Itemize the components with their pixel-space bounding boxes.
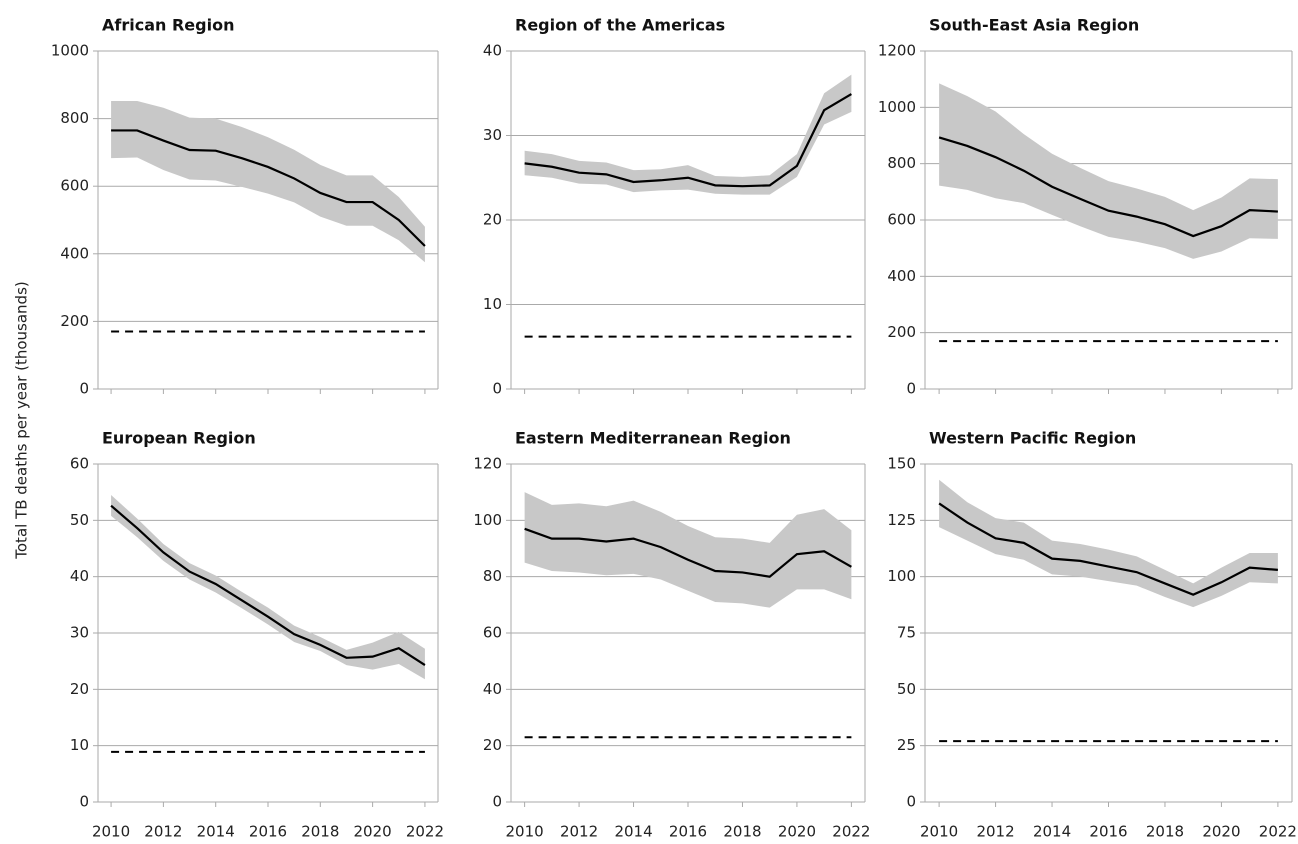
x-tick-label: 2016: [249, 823, 287, 841]
y-tick-label: 120: [473, 455, 502, 473]
uncertainty-band: [524, 492, 852, 608]
y-tick-label: 400: [60, 244, 89, 262]
y-axis-label: Total TB deaths per year (thousands): [13, 281, 31, 559]
estimate-line: [938, 136, 1278, 238]
y-tick-label: 60: [70, 455, 89, 473]
x-tick-label: 2010: [506, 823, 544, 841]
y-tick-label: 1000: [51, 42, 89, 60]
y-tick-label: 100: [887, 567, 916, 585]
x-tick-label: 2020: [778, 823, 816, 841]
x-tick-label: 2010: [92, 823, 130, 841]
y-tick-label: 0: [79, 380, 89, 398]
y-tick-label: 20: [70, 680, 89, 698]
uncertainty-band: [111, 101, 425, 263]
y-tick-label: 40: [70, 567, 89, 585]
y-tick-label: 200: [887, 323, 916, 341]
panel-title: South-East Asia Region: [929, 16, 1139, 35]
uncertainty-band: [939, 479, 1278, 608]
x-tick-label: 2016: [1089, 823, 1127, 841]
y-tick-label: 50: [897, 680, 916, 698]
y-tick-label: 600: [887, 211, 916, 229]
x-tick-label: 2020: [354, 823, 392, 841]
panel-title: African Region: [102, 16, 234, 35]
x-tick-label: 2022: [832, 823, 870, 841]
x-tick-label: 2012: [144, 823, 182, 841]
y-tick-label: 20: [483, 736, 502, 754]
panel-title: Region of the Americas: [515, 16, 725, 35]
y-tick-label: 0: [906, 793, 916, 811]
y-tick-label: 75: [897, 624, 916, 642]
panel-title: European Region: [102, 429, 256, 448]
y-tick-label: 800: [887, 154, 916, 172]
y-tick-label: 800: [60, 109, 89, 127]
x-tick-label: 2014: [614, 823, 652, 841]
panel-title: Western Pacific Region: [929, 429, 1136, 448]
x-tick-label: 2022: [1259, 823, 1297, 841]
estimate-line: [110, 504, 426, 667]
y-tick-label: 60: [483, 624, 502, 642]
y-tick-label: 150: [887, 455, 916, 473]
x-tick-label: 2012: [560, 823, 598, 841]
y-tick-label: 0: [906, 380, 916, 398]
y-tick-label: 30: [483, 126, 502, 144]
y-tick-label: 125: [887, 511, 916, 529]
y-tick-label: 1000: [878, 98, 916, 116]
y-tick-label: 80: [483, 567, 502, 585]
estimate-line: [938, 502, 1278, 596]
uncertainty-band: [524, 74, 852, 195]
y-tick-label: 400: [887, 267, 916, 285]
y-tick-label: 50: [70, 511, 89, 529]
y-tick-label: 25: [897, 736, 916, 754]
x-tick-label: 2014: [1033, 823, 1071, 841]
y-tick-label: 600: [60, 177, 89, 195]
y-tick-label: 100: [473, 511, 502, 529]
y-tick-label: 10: [483, 295, 502, 313]
x-tick-label: 2012: [976, 823, 1014, 841]
x-tick-label: 2018: [723, 823, 761, 841]
y-tick-label: 0: [492, 793, 502, 811]
y-tick-label: 0: [492, 380, 502, 398]
uncertainty-band: [939, 83, 1278, 259]
x-tick-label: 2020: [1202, 823, 1240, 841]
x-tick-label: 2022: [406, 823, 444, 841]
y-tick-label: 40: [483, 680, 502, 698]
estimate-line: [524, 93, 852, 188]
y-tick-label: 1200: [878, 42, 916, 60]
uncertainty-band: [111, 494, 425, 680]
x-tick-label: 2016: [669, 823, 707, 841]
y-tick-label: 20: [483, 211, 502, 229]
estimate-line: [111, 129, 426, 247]
x-tick-label: 2018: [301, 823, 339, 841]
panel-title: Eastern Mediterranean Region: [515, 429, 791, 448]
x-tick-label: 2010: [920, 823, 958, 841]
y-tick-label: 200: [60, 312, 89, 330]
y-tick-label: 10: [70, 736, 89, 754]
x-tick-label: 2018: [1146, 823, 1184, 841]
y-tick-label: 40: [483, 42, 502, 60]
x-tick-label: 2014: [197, 823, 235, 841]
y-tick-label: 0: [79, 793, 89, 811]
estimate-line: [524, 527, 852, 578]
y-tick-label: 30: [70, 624, 89, 642]
